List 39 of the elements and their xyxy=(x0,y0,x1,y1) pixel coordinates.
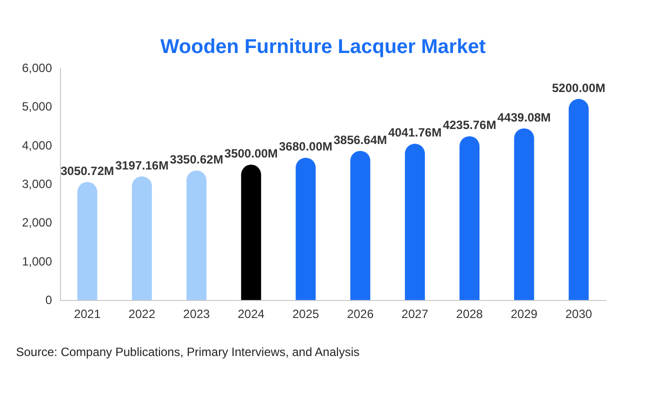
y-tick-label: 6,000 xyxy=(22,61,52,75)
bar xyxy=(132,176,152,300)
data-label: 5200.00M xyxy=(552,80,606,95)
x-tick-label: 2021 xyxy=(74,307,101,321)
bar xyxy=(350,150,370,300)
bar xyxy=(296,158,316,300)
data-label: 3856.64M xyxy=(334,132,387,147)
x-tick-label: 2027 xyxy=(402,307,429,321)
source-note: Source: Company Publications, Primary Interviews, and Analysis xyxy=(16,345,360,359)
y-tick-label: 4,000 xyxy=(22,138,52,152)
data-label: 4041.76M xyxy=(388,126,442,140)
y-tick-label: 0 xyxy=(45,293,52,307)
data-label: 3050.72M xyxy=(60,164,114,178)
data-label: 3500.00M xyxy=(224,146,278,161)
bar xyxy=(186,170,206,300)
x-tick-label: 2022 xyxy=(128,307,156,321)
x-tick-label: 2030 xyxy=(565,307,592,321)
data-label: 4439.08M xyxy=(497,110,551,124)
x-tick-label: 2025 xyxy=(292,307,320,321)
y-tick-label: 2,000 xyxy=(22,216,52,230)
x-tick-label: 2023 xyxy=(183,307,210,321)
x-tick-label: 2024 xyxy=(238,307,265,321)
bar xyxy=(241,164,262,300)
bar xyxy=(404,144,425,300)
data-label: 3350.62M xyxy=(170,152,224,166)
x-tick-label: 2029 xyxy=(510,307,538,321)
y-tick-label: 5,000 xyxy=(22,100,52,114)
data-label: 3197.16M xyxy=(115,158,169,172)
y-tick-label: 1,000 xyxy=(22,254,52,268)
bar xyxy=(77,182,98,300)
bar xyxy=(514,128,534,300)
chart-title: Wooden Furniture Lacquer Market xyxy=(160,36,486,58)
data-label: 4235.76M xyxy=(442,118,496,132)
y-tick-label: 3,000 xyxy=(22,177,52,191)
bar xyxy=(568,98,589,300)
x-tick-label: 2028 xyxy=(456,307,484,321)
x-tick-label: 2026 xyxy=(346,307,374,321)
data-label: 3680.00M xyxy=(279,140,332,154)
bar xyxy=(460,136,480,300)
